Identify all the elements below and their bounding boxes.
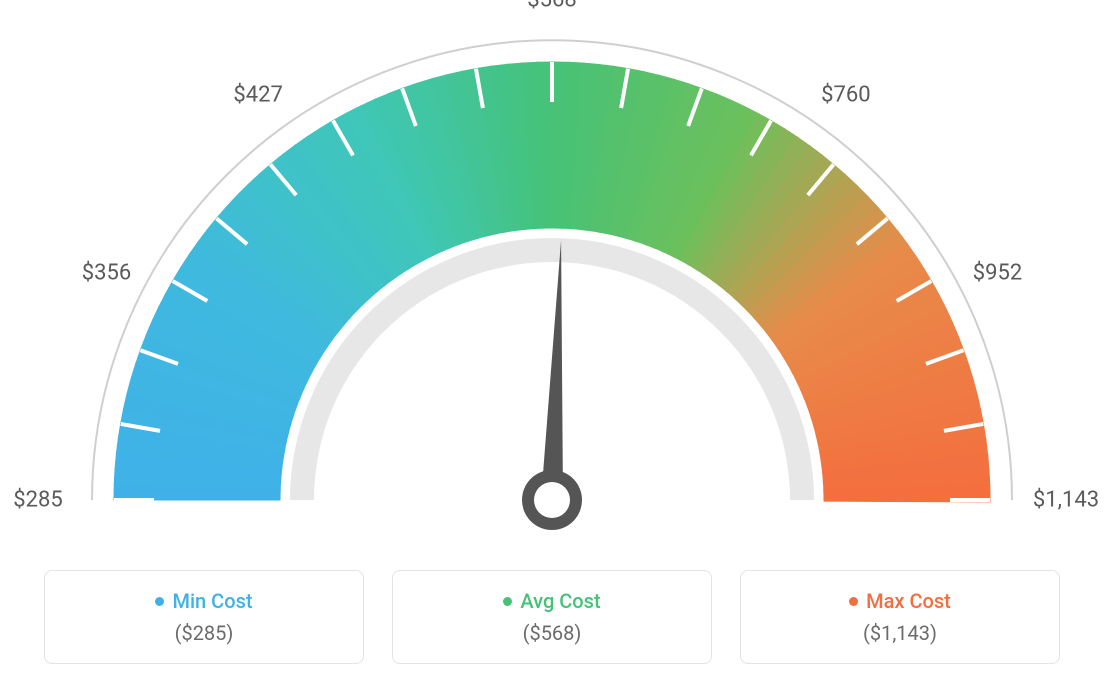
- legend-title-max: Max Cost: [849, 589, 951, 613]
- legend-card-max: Max Cost ($1,143): [740, 570, 1060, 664]
- gauge-tick-label: $356: [82, 261, 131, 286]
- gauge-tick-label: $568: [527, 0, 576, 13]
- legend-title-avg: Avg Cost: [503, 589, 600, 613]
- gauge-tick-label: $760: [821, 83, 870, 108]
- dot-icon: [503, 597, 512, 606]
- gauge-chart: $285 $356 $427 $568 $760 $952 $1,143: [0, 0, 1104, 560]
- gauge-tick-label: $427: [233, 83, 282, 108]
- legend-value: ($568): [413, 621, 691, 645]
- dot-icon: [849, 597, 858, 606]
- gauge-tick-label: $285: [13, 488, 62, 513]
- legend-card-avg: Avg Cost ($568): [392, 570, 712, 664]
- legend-value: ($285): [65, 621, 343, 645]
- legend-label: Max Cost: [866, 589, 951, 613]
- gauge-svg: [0, 0, 1104, 560]
- legend: Min Cost ($285) Avg Cost ($568) Max Cost…: [0, 570, 1104, 664]
- legend-label: Avg Cost: [520, 589, 600, 613]
- legend-value: ($1,143): [761, 621, 1039, 645]
- dot-icon: [155, 597, 164, 606]
- legend-label: Min Cost: [172, 589, 252, 613]
- gauge-tick-label: $952: [973, 261, 1022, 286]
- legend-card-min: Min Cost ($285): [44, 570, 364, 664]
- legend-title-min: Min Cost: [155, 589, 252, 613]
- gauge-tick-label: $1,143: [1033, 488, 1099, 513]
